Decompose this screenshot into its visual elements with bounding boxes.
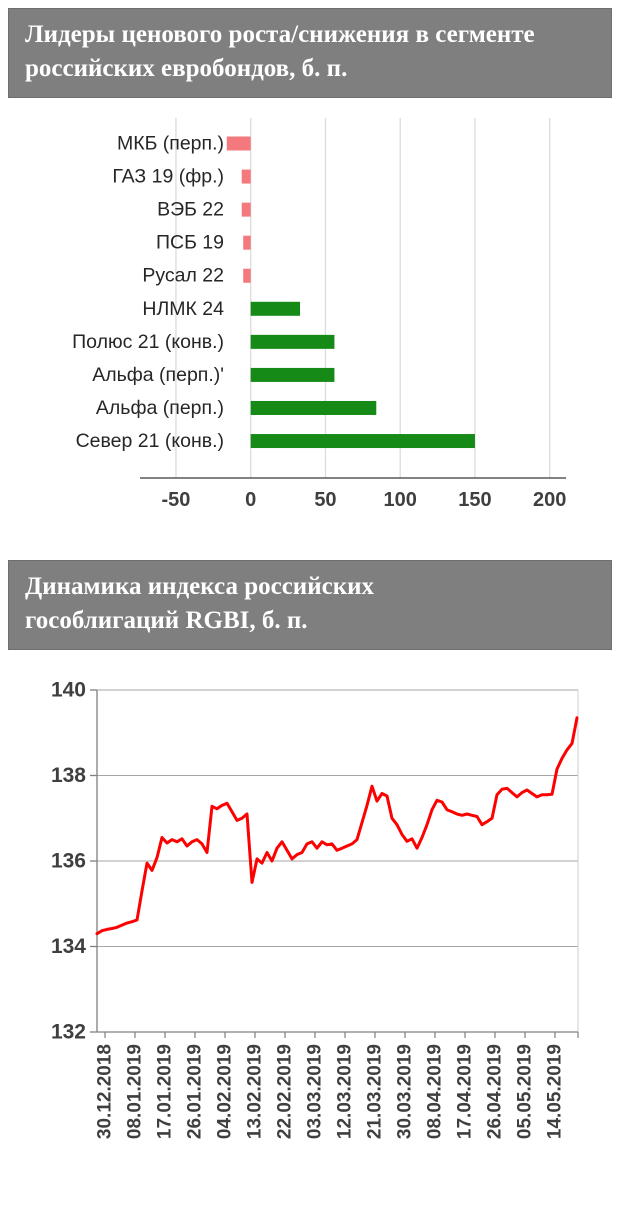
rgbi-chart-title: Динамика индекса российских гособлигаций… <box>25 573 375 634</box>
x-axis-tick-label: 17.04.2019 <box>455 1044 476 1139</box>
x-axis-tick-label: 03.03.2019 <box>305 1044 326 1139</box>
x-axis-tick-label: 13.02.2019 <box>245 1044 266 1139</box>
y-axis-tick-label: 134 <box>51 935 86 958</box>
category-label: Русал 22 <box>142 265 224 287</box>
bar <box>241 169 251 184</box>
x-axis-tick-label: 150 <box>458 489 491 511</box>
eurobond-chart-header: Лидеры ценового роста/снижения в сегмент… <box>8 8 612 98</box>
x-axis-tick-label: 100 <box>384 489 417 511</box>
x-axis-tick-label: 04.02.2019 <box>215 1044 236 1139</box>
x-axis-tick-label: 22.02.2019 <box>275 1044 296 1139</box>
eurobond-chart-title: Лидеры ценового роста/снижения в сегмент… <box>25 21 535 82</box>
bar <box>243 268 251 283</box>
x-axis-tick-label: 08.04.2019 <box>425 1044 446 1139</box>
category-label: Север 21 (конв.) <box>76 430 224 452</box>
category-label: ГАЗ 19 (фр.) <box>112 166 224 188</box>
category-label: Альфа (перп.) <box>96 397 224 419</box>
x-axis-tick-label: 12.03.2019 <box>335 1044 356 1139</box>
x-axis-tick-label: 26.01.2019 <box>185 1044 206 1139</box>
x-axis-tick-label: -50 <box>161 489 190 511</box>
x-axis-tick-label: 21.03.2019 <box>365 1044 386 1139</box>
category-label: Альфа (перп.)' <box>92 364 224 386</box>
bar <box>241 202 251 217</box>
y-axis-tick-label: 138 <box>51 764 86 787</box>
category-label: ВЭБ 22 <box>157 199 224 221</box>
eurobond-bar-chart: -50 0 50 100 150 200 МКБ (перп.) ГАЗ 19 (фр.) ВЭ… <box>72 118 566 511</box>
category-label: МКБ (перп.) <box>117 133 224 155</box>
bar <box>250 334 335 349</box>
x-axis-tick-label: 50 <box>314 489 336 511</box>
x-axis-tick-label: 0 <box>245 489 256 511</box>
rgbi-chart-header: Динамика индекса российских гособлигаций… <box>8 560 612 650</box>
x-axis-tick-label: 14.05.2019 <box>545 1044 566 1139</box>
y-axis-tick-label: 136 <box>51 850 86 873</box>
y-axis-tick-label: 140 <box>51 679 86 702</box>
x-axis-tick-label: 17.01.2019 <box>155 1044 176 1139</box>
rgbi-line-chart: 132 134 136 138 140 30.12.2018 08.01.2019 17.01… <box>51 679 579 1139</box>
x-axis-tick-label: 200 <box>533 489 566 511</box>
bar <box>226 136 251 151</box>
x-axis-tick-label: 05.05.2019 <box>515 1044 536 1139</box>
bar <box>250 367 335 382</box>
bar <box>243 235 251 250</box>
x-axis-tick-label: 26.04.2019 <box>485 1044 506 1139</box>
x-axis-tick-label: 30.12.2018 <box>95 1044 116 1139</box>
bar <box>250 400 377 415</box>
y-axis-tick-label: 132 <box>51 1021 86 1044</box>
bar <box>250 301 301 316</box>
rgbi-line-series <box>95 716 579 936</box>
category-label: Полюс 21 (конв.) <box>72 331 224 353</box>
x-axis-tick-label: 30.03.2019 <box>395 1044 416 1139</box>
category-label: ПСБ 19 <box>156 232 224 254</box>
bar <box>250 434 475 449</box>
category-label: НЛМК 24 <box>142 298 224 320</box>
x-axis-tick-label: 08.01.2019 <box>125 1044 146 1139</box>
